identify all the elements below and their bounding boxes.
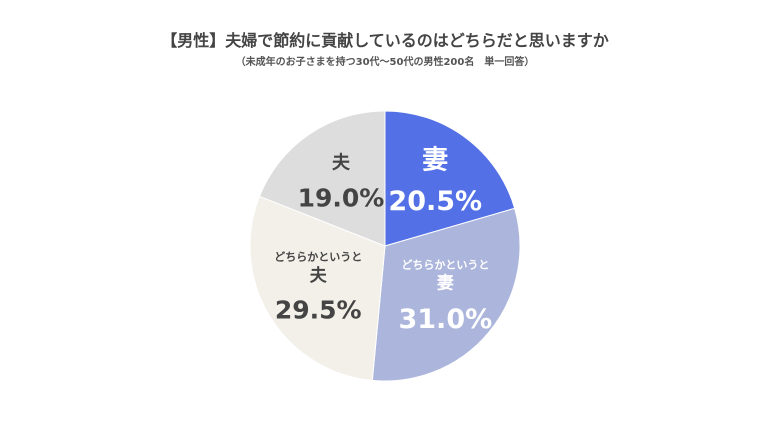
slice-name-label-2-1: 夫 (310, 265, 328, 286)
pie-slice-0 (384, 110, 516, 247)
pie-label-group-3: 夫 19.0% (298, 152, 385, 213)
slice-name-label-0-0: 妻 (422, 146, 448, 176)
chart-title: 【男性】夫婦で節約に貢献しているのはどちらだと思いますか (161, 31, 609, 50)
slice-value-label-2: 29.5% (275, 295, 362, 324)
pie-slice-3 (258, 110, 386, 247)
slice-value-label-3: 19.0% (298, 183, 385, 212)
slice-name-label-2-0: どちらかというと (274, 251, 362, 264)
pie-slice-2 (249, 195, 386, 381)
slice-name-label-1-1: 妻 (437, 273, 454, 293)
slice-name-label-3-0: 夫 (332, 152, 351, 174)
pie-label-group-0: 妻 20.5% (388, 146, 482, 218)
slice-value-label-0: 20.5% (388, 186, 482, 217)
pie-slice-1 (371, 207, 521, 382)
slice-value-label-1: 31.0% (398, 304, 492, 335)
chart-subtitle: （未成年のお子さまを持つ30代〜50代の男性200名 単一回答） (235, 57, 535, 68)
slice-name-label-1-0: どちらかというと (401, 258, 489, 271)
pie-slices (249, 110, 521, 382)
